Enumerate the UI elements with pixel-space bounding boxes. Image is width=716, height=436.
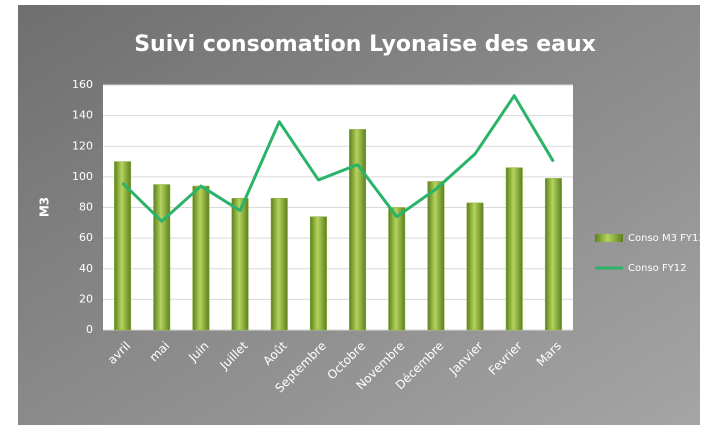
legend-swatch <box>595 234 623 242</box>
line <box>121 94 555 223</box>
bar <box>505 167 523 331</box>
y-tick-label: 20 <box>79 292 93 305</box>
bar <box>114 161 132 331</box>
bar <box>153 184 171 331</box>
bar <box>192 185 210 331</box>
y-tick-label: 120 <box>72 139 93 152</box>
y-tick-label: 160 <box>72 78 93 91</box>
chart-title: Suivi consomation Lyonaise des eaux <box>134 32 596 57</box>
y-tick-label: 60 <box>79 231 93 244</box>
bar <box>466 202 484 331</box>
y-tick-label: 0 <box>86 323 93 336</box>
bar <box>544 178 562 331</box>
legend-label: Conso FY12 <box>628 263 687 274</box>
y-tick-label: 40 <box>79 262 93 275</box>
y-tick-label: 80 <box>79 201 93 214</box>
bar <box>270 198 288 331</box>
y-axis-label: M3 <box>38 197 52 217</box>
y-tick-label: 140 <box>72 109 93 122</box>
legend-label: Conso M3 FY13 <box>628 233 705 244</box>
bar <box>231 198 249 331</box>
bar <box>388 207 406 331</box>
bar <box>427 181 445 331</box>
bar <box>309 216 327 331</box>
bar <box>349 129 367 331</box>
y-tick-label: 100 <box>72 170 93 183</box>
